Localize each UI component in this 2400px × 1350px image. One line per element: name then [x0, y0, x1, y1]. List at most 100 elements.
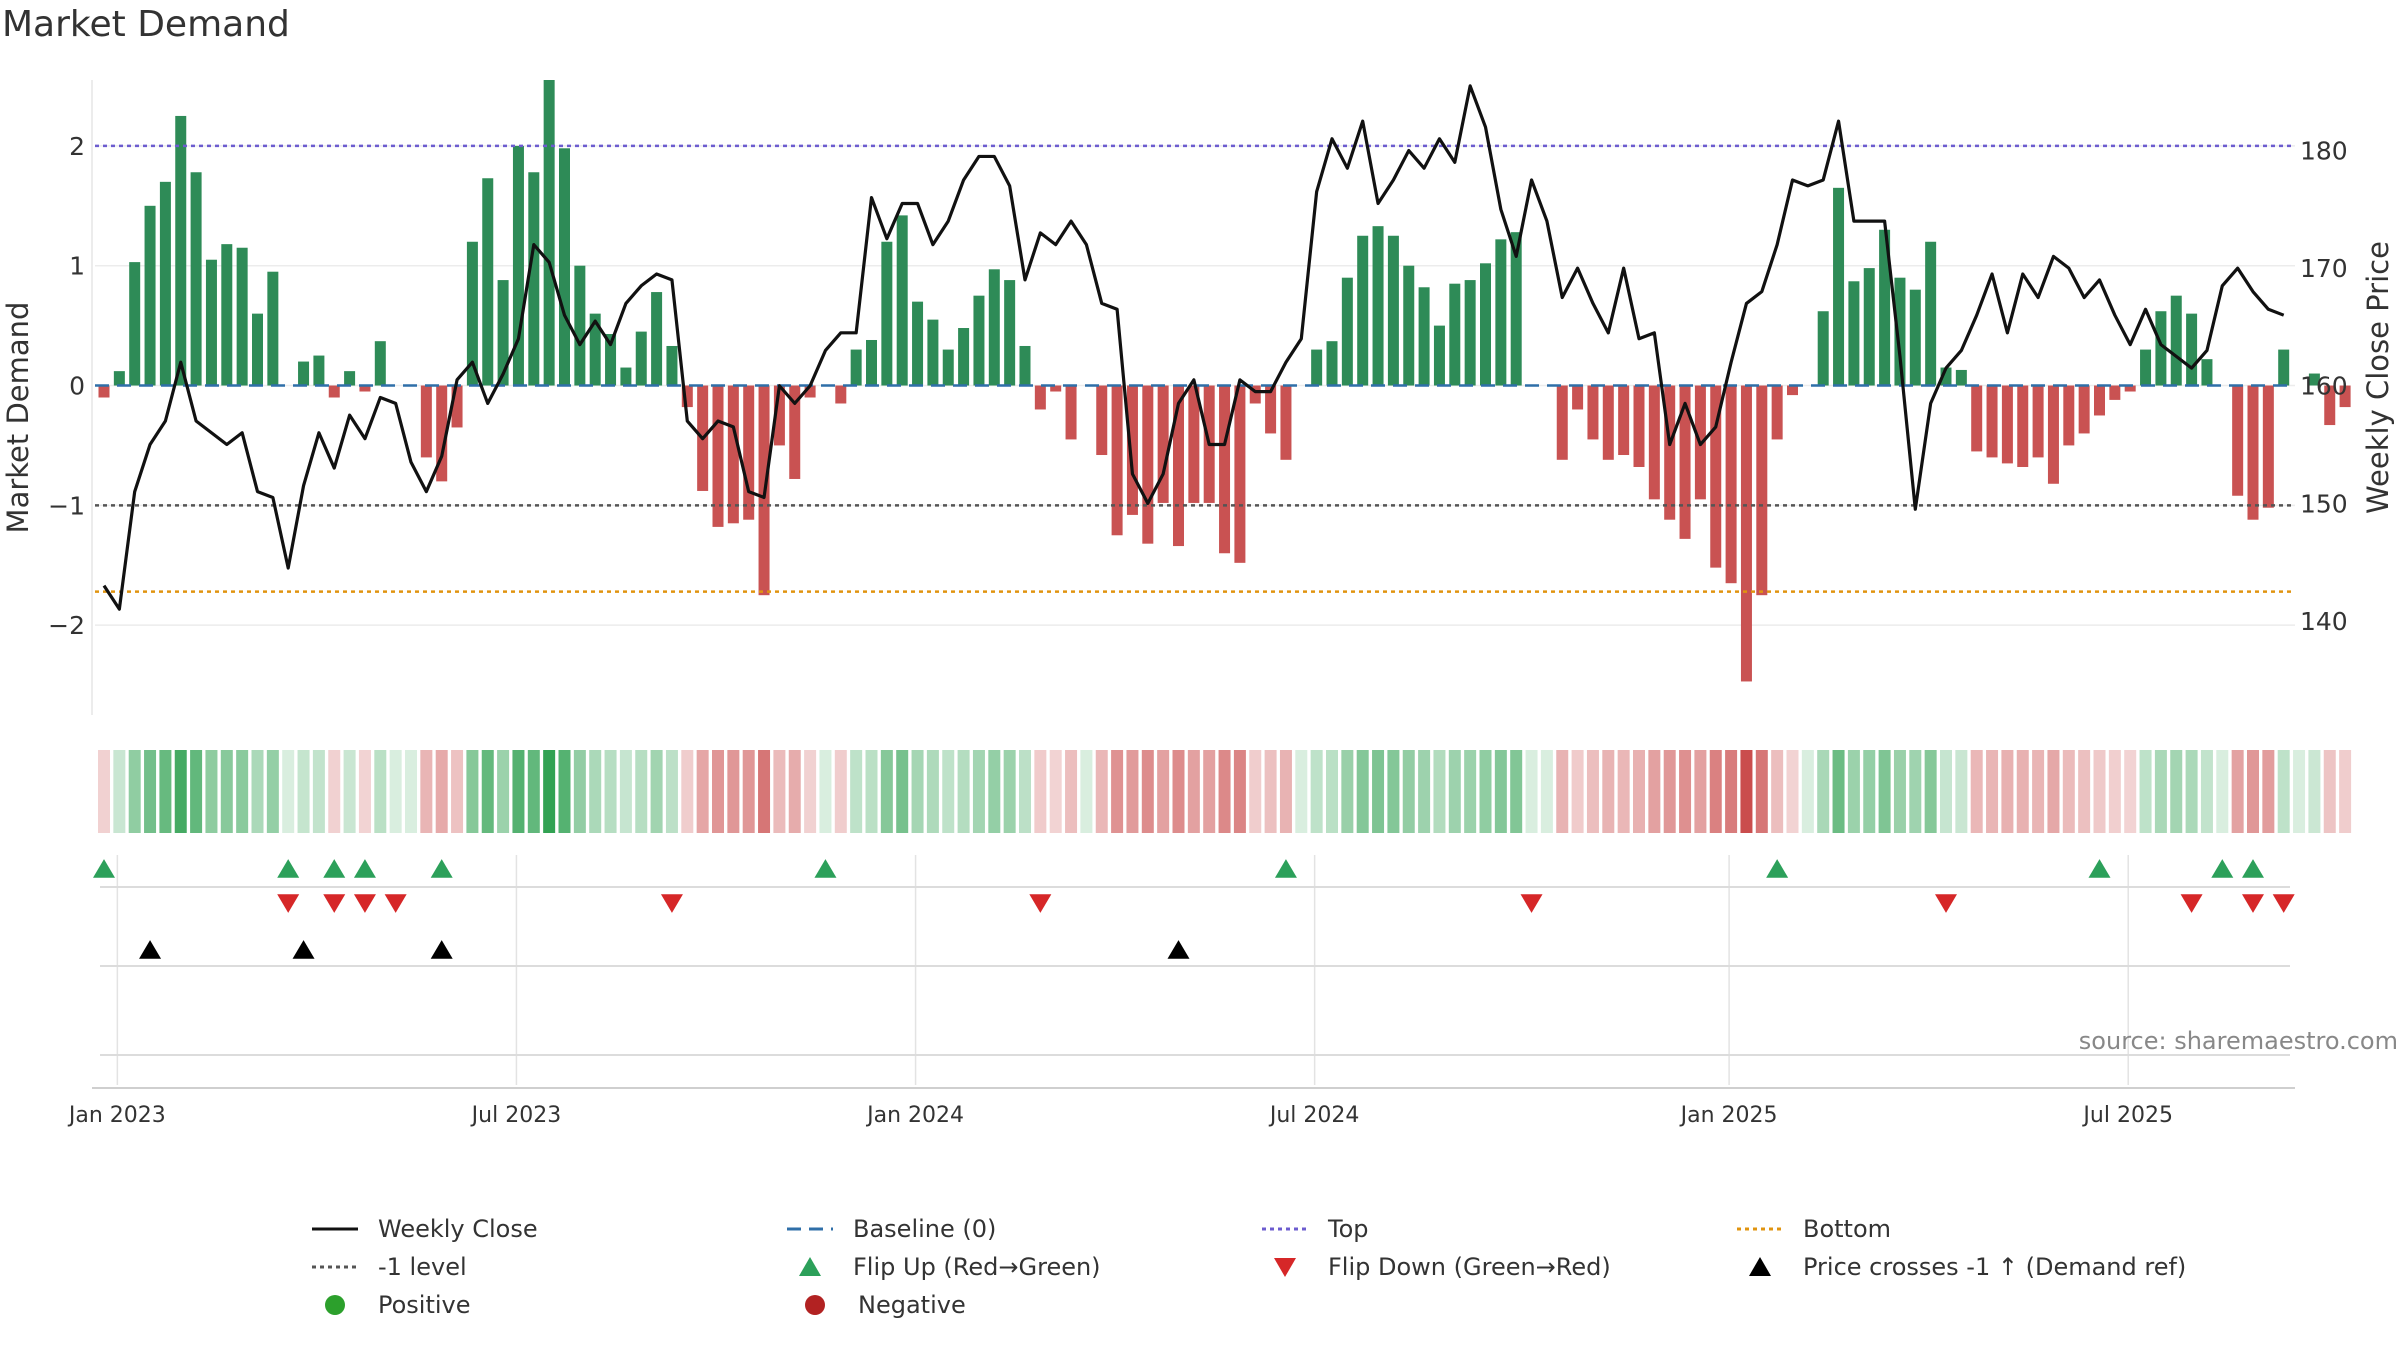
positive-bar: [1464, 280, 1476, 386]
positive-bar: [1372, 226, 1384, 386]
negative-bar: [451, 385, 463, 428]
heat-cell: [1847, 750, 1860, 833]
left-tick-label: 0: [69, 372, 85, 401]
heat-cell: [773, 750, 786, 833]
flip-down-marker: [2242, 894, 2264, 913]
price-cross-marker: [1167, 940, 1190, 959]
negative-bar: [1280, 385, 1292, 460]
events-panel: Jan 2023 Jul 2023 Jan 2024 Jul 2024 Jan 2025…: [67, 855, 2295, 1128]
negative-bar: [1618, 385, 1630, 456]
heat-cell: [466, 750, 479, 833]
positive-bar: [190, 172, 202, 386]
negative-bar: [2324, 385, 2336, 426]
heat-cell: [358, 750, 371, 833]
legend-item: Bottom: [1725, 1214, 2200, 1244]
negative-bar: [436, 385, 448, 482]
negative-bar: [804, 385, 816, 398]
positive-bar: [252, 313, 263, 386]
heat-cell: [282, 750, 295, 833]
heat-cell: [1878, 750, 1891, 833]
positive-bar: [896, 215, 908, 386]
positive-bar: [528, 172, 540, 386]
heat-cell: [1786, 750, 1799, 833]
positive-bar: [221, 244, 233, 386]
heat-cell: [1203, 750, 1216, 833]
heat-cell: [174, 750, 187, 833]
flip-down-marker: [1029, 894, 1052, 913]
negative-bar: [1249, 385, 1261, 404]
heat-cell: [1602, 750, 1615, 833]
legend: Weekly Close Baseline (0) Top Bottom -1 leve…: [300, 1210, 2200, 1324]
positive-bar: [2155, 311, 2167, 386]
positive-bar: [1863, 268, 1875, 386]
heat-cell: [1157, 750, 1170, 833]
flip-up-marker: [2211, 859, 2234, 878]
heat-cell: [2001, 750, 2014, 833]
right-tick-label: 170: [2300, 254, 2348, 283]
negative-bar: [1971, 385, 1983, 452]
heat-cell: [435, 750, 448, 833]
heat-cell: [527, 750, 540, 833]
negative-bar: [1157, 385, 1169, 503]
positive-bar: [850, 349, 862, 386]
negative-bar: [1034, 385, 1046, 410]
heat-cell: [1418, 750, 1431, 833]
heat-cell: [696, 750, 709, 833]
negative-bar: [1587, 385, 1599, 440]
legend-symbol-icon: [1737, 1227, 1783, 1231]
heat-cell: [1172, 750, 1185, 833]
heat-cell: [543, 750, 556, 833]
negative-bar: [1126, 385, 1138, 515]
heat-cell: [1187, 750, 1200, 833]
heat-cell: [1111, 750, 1124, 833]
negative-bar: [712, 385, 724, 527]
positive-bar: [1879, 229, 1891, 386]
negative-bar: [681, 385, 693, 408]
heat-cell: [328, 750, 341, 833]
positive-bar: [1387, 235, 1399, 386]
positive-bar: [205, 259, 217, 386]
positive-bar: [1403, 265, 1415, 386]
positive-bar: [1955, 369, 1967, 386]
heat-cell: [1233, 750, 1246, 833]
flip-down-marker: [2180, 894, 2203, 913]
negative-bar: [1234, 385, 1246, 563]
heat-cell: [1341, 750, 1354, 833]
heat-cell: [2108, 750, 2121, 833]
heat-cell: [834, 750, 847, 833]
demand-heat-strip: [98, 750, 2352, 833]
positive-bar: [2278, 349, 2290, 386]
negative-bar: [1787, 385, 1798, 396]
heat-cell: [2339, 750, 2352, 833]
positive-bar: [881, 241, 893, 386]
heat-cell: [2247, 750, 2259, 833]
negative-bar: [1648, 385, 1660, 500]
flip-up-marker: [814, 859, 837, 878]
heat-cell: [1725, 750, 1738, 833]
heat-cell: [1080, 750, 1093, 833]
positive-bar: [144, 205, 156, 386]
negative-bar: [1173, 385, 1184, 547]
heat-cell: [420, 750, 433, 833]
price-cross-marker: [292, 940, 315, 959]
heat-cell: [2308, 750, 2321, 833]
heat-cell: [1126, 750, 1139, 833]
heat-cell: [343, 750, 356, 833]
legend-label: Positive: [378, 1291, 471, 1319]
positive-bar: [2201, 359, 2213, 386]
negative-bar: [835, 385, 847, 404]
heat-cell: [804, 750, 817, 833]
heat-cell: [1141, 750, 1154, 833]
positive-bar: [1940, 367, 1952, 386]
heat-cell: [1924, 750, 1937, 833]
heat-cell: [1740, 750, 1753, 833]
negative-bar: [2094, 385, 2105, 416]
heat-cell: [2016, 750, 2029, 833]
chart-title: Market Demand: [2, 4, 290, 45]
right-tick-label: 150: [2300, 489, 2348, 518]
positive-bar: [466, 241, 478, 386]
flip-up-marker: [93, 859, 115, 878]
negative-bar: [1111, 385, 1123, 536]
negative-bar: [1725, 385, 1737, 584]
heat-cell: [665, 750, 678, 833]
